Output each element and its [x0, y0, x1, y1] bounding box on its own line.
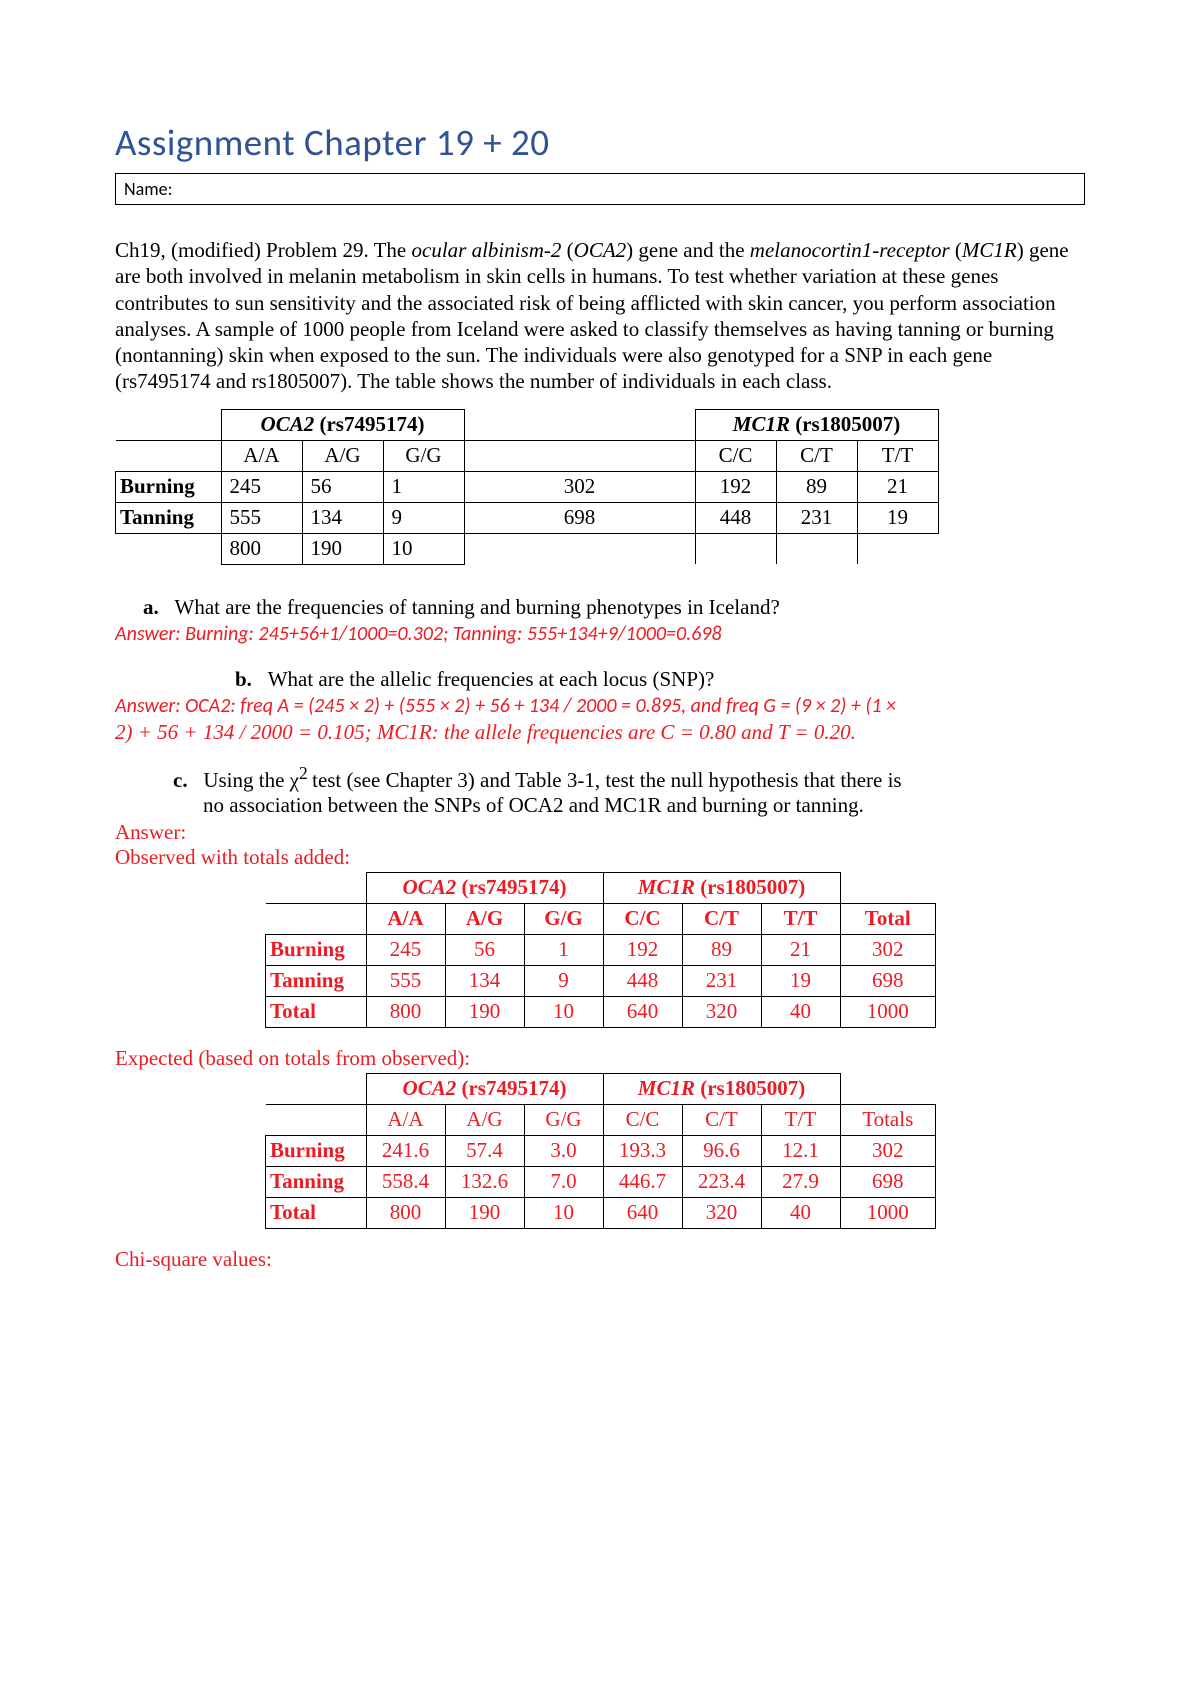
col: A/G: [445, 903, 524, 934]
table-genotype-counts: OCA2 (rs7495174) MC1R (rs1805007) A/A A/…: [115, 409, 939, 565]
cell: 800: [221, 533, 302, 564]
mc1r-header: MC1R (rs1805007): [603, 872, 840, 903]
col-ct: C/T: [776, 440, 857, 471]
question-b: b. What are the allelic frequencies at e…: [235, 667, 1085, 692]
problem-statement: Ch19, (modified) Problem 29. The ocular …: [115, 237, 1085, 395]
col-cc: C/C: [695, 440, 776, 471]
col-ag: A/G: [302, 440, 383, 471]
table-row: Tanning 555 134 9 448 231 19 698: [266, 965, 936, 996]
col-total: Total: [840, 903, 936, 934]
cell: 9: [383, 502, 464, 533]
col: C/C: [603, 903, 682, 934]
oca2-header: OCA2 (rs7495174): [366, 872, 603, 903]
col: T/T: [761, 1104, 840, 1135]
table-row: Total 800 190 10 640 320 40 1000: [266, 996, 936, 1027]
cell: 89: [776, 471, 857, 502]
answer-b: Answer: OCA2: freq A = (245 × 2) + (555 …: [115, 694, 1085, 745]
row-burning: Burning: [116, 471, 222, 502]
col-aa: A/A: [221, 440, 302, 471]
col: G/G: [524, 1104, 603, 1135]
cell: 21: [857, 471, 938, 502]
table-row: Total 800 190 10 640 320 40 1000: [266, 1197, 936, 1228]
question-a: a. What are the frequencies of tanning a…: [143, 595, 1085, 620]
cell: 698: [464, 502, 695, 533]
mc1r-header: MC1R (rs1805007): [695, 409, 938, 440]
col: A/A: [366, 1104, 445, 1135]
cell: 231: [776, 502, 857, 533]
cell: 1: [383, 471, 464, 502]
answer-a: Answer: Burning: 245+56+1/1000=0.302; Ta…: [115, 622, 1085, 647]
answer-label: Answer:: [115, 820, 1085, 845]
oca2-header: OCA2 (rs7495174): [221, 409, 464, 440]
cell: 302: [464, 471, 695, 502]
col: C/T: [682, 1104, 761, 1135]
table-expected: OCA2 (rs7495174) MC1R (rs1805007) A/A A/…: [265, 1073, 936, 1229]
chisq-label: Chi-square values:: [115, 1247, 1085, 1272]
question-c: c. Using the χ2 test (see Chapter 3) and…: [203, 763, 1085, 818]
col: A/G: [445, 1104, 524, 1135]
col: C/C: [603, 1104, 682, 1135]
cell: 19: [857, 502, 938, 533]
row-tanning: Tanning: [116, 502, 222, 533]
observed-label: Observed with totals added:: [115, 845, 1085, 870]
col: A/A: [366, 903, 445, 934]
table-row: Tanning 558.4 132.6 7.0 446.7 223.4 27.9…: [266, 1166, 936, 1197]
name-field-box: Name:: [115, 173, 1085, 205]
table-observed: OCA2 (rs7495174) MC1R (rs1805007) A/A A/…: [265, 872, 936, 1028]
cell: 56: [302, 471, 383, 502]
cell: 448: [695, 502, 776, 533]
col: G/G: [524, 903, 603, 934]
table-row: Burning 245 56 1 192 89 21 302: [266, 934, 936, 965]
col-totals: Totals: [840, 1104, 936, 1135]
col: C/T: [682, 903, 761, 934]
table-row: Burning 241.6 57.4 3.0 193.3 96.6 12.1 3…: [266, 1135, 936, 1166]
name-label: Name:: [124, 178, 172, 200]
cell: 134: [302, 502, 383, 533]
mc1r-header: MC1R (rs1805007): [603, 1073, 840, 1104]
cell: 190: [302, 533, 383, 564]
page-title: Assignment Chapter 19 + 20: [115, 120, 1085, 165]
col-tt: T/T: [857, 440, 938, 471]
cell: 192: [695, 471, 776, 502]
expected-label: Expected (based on totals from observed)…: [115, 1046, 1085, 1071]
col: T/T: [761, 903, 840, 934]
oca2-header: OCA2 (rs7495174): [366, 1073, 603, 1104]
cell: 10: [383, 533, 464, 564]
cell: 555: [221, 502, 302, 533]
cell: 245: [221, 471, 302, 502]
col-gg: G/G: [383, 440, 464, 471]
